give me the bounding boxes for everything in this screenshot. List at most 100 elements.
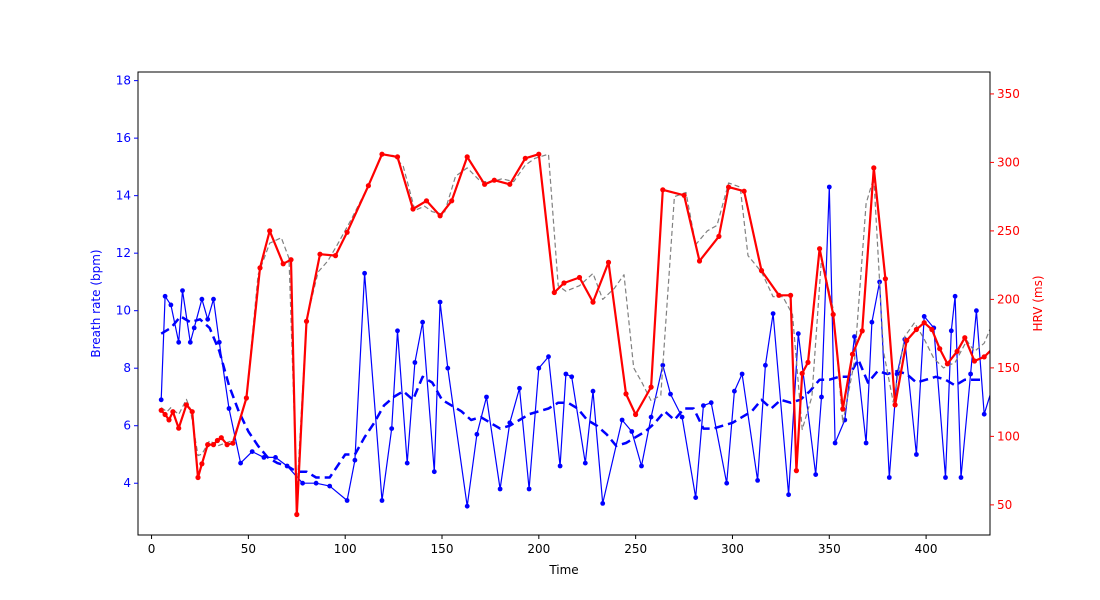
data-point [557, 463, 563, 469]
data-point [288, 257, 294, 263]
data-point [892, 402, 898, 408]
series-layer [158, 151, 997, 518]
data-point [362, 270, 367, 276]
data-point [431, 469, 437, 475]
data-point [214, 437, 220, 444]
data-point [183, 402, 189, 408]
data-point [437, 213, 443, 219]
x-tick-label: 400 [915, 542, 938, 556]
y-right-tick-label: 150 [997, 361, 1020, 375]
data-point [526, 486, 532, 492]
y-left-tick-label: 12 [116, 246, 131, 260]
data-point [629, 429, 635, 434]
data-point [991, 345, 996, 350]
data-point [849, 351, 856, 357]
data-point [389, 426, 395, 431]
data-point [464, 503, 470, 509]
x-tick-label: 0 [148, 542, 156, 556]
data-point [954, 348, 960, 354]
data-point [582, 460, 588, 466]
y-axis-right-label: HRV (ms) [1031, 275, 1045, 331]
data-point [257, 265, 263, 271]
data-point [224, 442, 230, 448]
x-tick-label: 100 [334, 542, 357, 556]
data-point [162, 293, 168, 299]
data-point [755, 478, 760, 483]
y-right-tick-label: 100 [997, 429, 1020, 443]
data-point [205, 442, 211, 448]
data-point [770, 311, 776, 316]
data-point [763, 362, 768, 368]
data-point [211, 296, 216, 302]
data-point [590, 388, 596, 394]
data-point [484, 394, 489, 400]
x-tick-label: 50 [241, 542, 256, 556]
x-tick-label: 300 [721, 542, 744, 556]
data-point [962, 335, 968, 341]
data-point [758, 268, 765, 274]
data-point [852, 334, 857, 339]
data-point [952, 293, 958, 299]
data-point [716, 233, 722, 239]
data-point [249, 449, 255, 454]
data-point [813, 472, 819, 477]
data-point [741, 188, 747, 194]
data-point [863, 440, 869, 446]
y-left-tick-label: 16 [116, 131, 131, 145]
data-point [294, 511, 300, 518]
data-point [216, 339, 222, 345]
data-point [886, 475, 892, 480]
data-point [551, 289, 557, 296]
x-tick-label: 150 [431, 542, 454, 556]
series-3-right-axis [158, 151, 996, 518]
data-point [944, 361, 951, 367]
data-point [449, 198, 455, 204]
data-point [267, 228, 273, 234]
y-left-tick-label: 6 [123, 419, 131, 433]
data-point [724, 480, 730, 486]
data-point [230, 440, 236, 446]
data-point [474, 431, 480, 437]
data-point [904, 337, 910, 344]
y-right-tick-label: 350 [997, 87, 1020, 101]
data-point [332, 253, 339, 259]
data-point [482, 181, 488, 187]
data-point [660, 362, 666, 368]
data-point [981, 411, 987, 417]
data-point [497, 486, 503, 492]
data-point [491, 177, 497, 183]
data-point [344, 498, 350, 503]
data-point [840, 406, 846, 412]
data-point [445, 365, 451, 371]
data-point [280, 261, 286, 267]
data-point [679, 414, 685, 420]
data-point [170, 409, 176, 415]
data-point [303, 318, 310, 324]
x-axis-label: Time [548, 563, 578, 577]
data-point [921, 314, 927, 319]
data-point [992, 380, 997, 385]
data-point [243, 395, 249, 401]
data-point [929, 326, 935, 333]
data-point [313, 480, 319, 486]
data-point [832, 440, 838, 446]
data-point [162, 411, 168, 418]
series-line [160, 153, 990, 516]
data-point [187, 339, 193, 345]
y-axis-left: 4 6 8 10 12 14 16 18 [116, 74, 138, 490]
data-point [522, 155, 528, 161]
y-axis-right: 50 100 150 200 250 300 350 [990, 87, 1020, 512]
data-point [195, 474, 201, 481]
data-point [464, 154, 470, 160]
data-point [395, 328, 400, 334]
data-point [786, 492, 791, 498]
data-point [563, 371, 569, 377]
data-point [958, 475, 964, 480]
data-point [619, 417, 625, 423]
data-point [799, 370, 805, 376]
data-point [871, 165, 877, 171]
data-point [726, 184, 732, 190]
y-left-tick-label: 14 [116, 189, 131, 203]
series-line [160, 153, 990, 495]
y-right-tick-label: 300 [997, 155, 1020, 169]
